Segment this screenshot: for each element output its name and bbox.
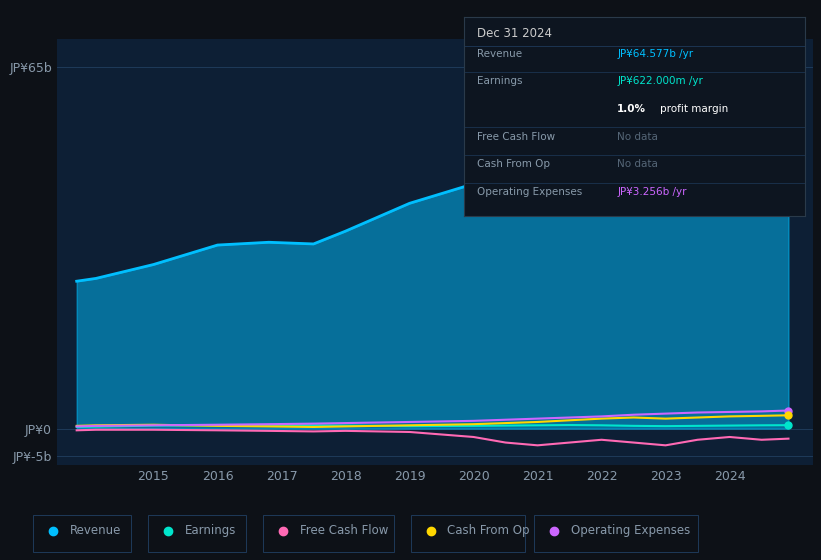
Text: Free Cash Flow: Free Cash Flow bbox=[478, 132, 556, 142]
FancyBboxPatch shape bbox=[263, 515, 394, 552]
Text: No data: No data bbox=[617, 159, 658, 169]
Text: JP¥64.577b /yr: JP¥64.577b /yr bbox=[617, 49, 693, 59]
FancyBboxPatch shape bbox=[148, 515, 246, 552]
FancyBboxPatch shape bbox=[33, 515, 131, 552]
Text: Revenue: Revenue bbox=[70, 524, 122, 538]
Text: No data: No data bbox=[617, 132, 658, 142]
Text: Revenue: Revenue bbox=[478, 49, 523, 59]
Text: Operating Expenses: Operating Expenses bbox=[478, 187, 583, 197]
Text: Free Cash Flow: Free Cash Flow bbox=[300, 524, 388, 538]
Text: JP¥3.256b /yr: JP¥3.256b /yr bbox=[617, 187, 686, 197]
Text: Dec 31 2024: Dec 31 2024 bbox=[478, 27, 553, 40]
Text: Earnings: Earnings bbox=[478, 76, 523, 86]
Text: Cash From Op: Cash From Op bbox=[447, 524, 530, 538]
FancyBboxPatch shape bbox=[410, 515, 525, 552]
Text: Cash From Op: Cash From Op bbox=[478, 159, 551, 169]
Text: 1.0%: 1.0% bbox=[617, 104, 646, 114]
Text: JP¥622.000m /yr: JP¥622.000m /yr bbox=[617, 76, 703, 86]
FancyBboxPatch shape bbox=[534, 515, 698, 552]
Text: profit margin: profit margin bbox=[660, 104, 728, 114]
Text: Earnings: Earnings bbox=[185, 524, 236, 538]
Text: Operating Expenses: Operating Expenses bbox=[571, 524, 690, 538]
